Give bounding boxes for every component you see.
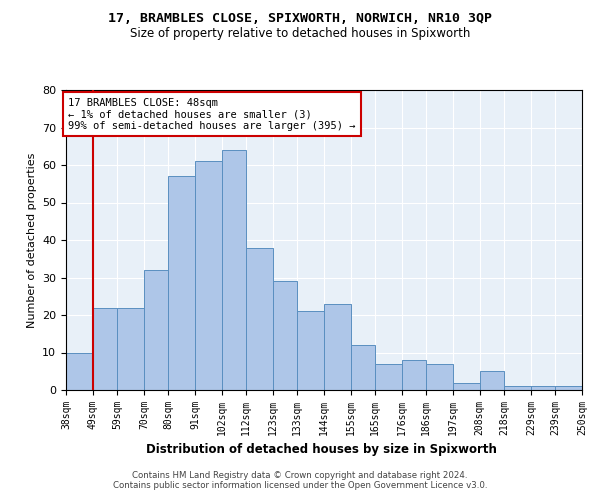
Bar <box>504 386 531 390</box>
Bar <box>531 386 555 390</box>
Bar <box>453 382 480 390</box>
Bar <box>324 304 351 390</box>
Bar <box>195 161 222 390</box>
Bar <box>351 345 375 390</box>
Bar <box>246 248 273 390</box>
Bar <box>480 371 504 390</box>
Bar <box>402 360 426 390</box>
Bar <box>66 352 93 390</box>
Bar <box>144 270 168 390</box>
Text: Contains HM Land Registry data © Crown copyright and database right 2024.
Contai: Contains HM Land Registry data © Crown c… <box>113 470 487 490</box>
Bar <box>375 364 402 390</box>
Text: 17, BRAMBLES CLOSE, SPIXWORTH, NORWICH, NR10 3QP: 17, BRAMBLES CLOSE, SPIXWORTH, NORWICH, … <box>108 12 492 26</box>
Bar <box>426 364 453 390</box>
Text: Distribution of detached houses by size in Spixworth: Distribution of detached houses by size … <box>146 442 496 456</box>
Bar <box>555 386 582 390</box>
Bar <box>117 308 144 390</box>
Bar <box>222 150 246 390</box>
Text: Size of property relative to detached houses in Spixworth: Size of property relative to detached ho… <box>130 28 470 40</box>
Bar <box>297 311 324 390</box>
Text: 17 BRAMBLES CLOSE: 48sqm
← 1% of detached houses are smaller (3)
99% of semi-det: 17 BRAMBLES CLOSE: 48sqm ← 1% of detache… <box>68 98 356 130</box>
Bar <box>168 176 195 390</box>
Y-axis label: Number of detached properties: Number of detached properties <box>26 152 37 328</box>
Bar <box>273 281 297 390</box>
Bar <box>93 308 117 390</box>
